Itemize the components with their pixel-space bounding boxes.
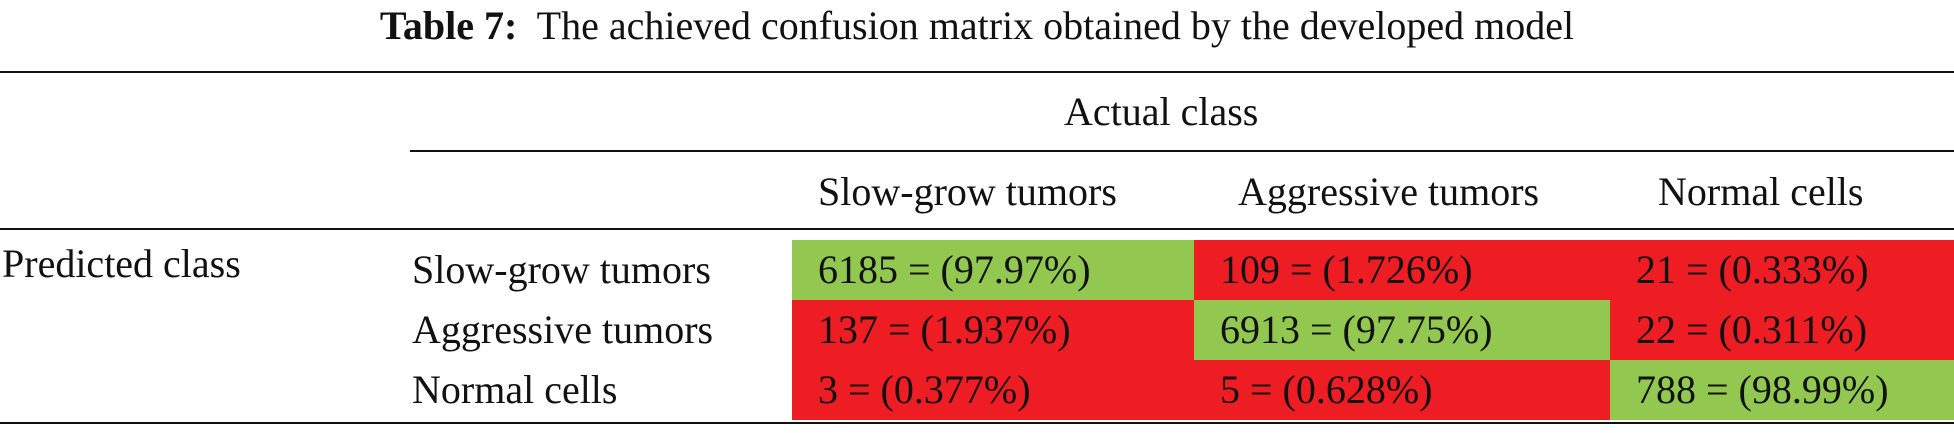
table-cell: 5 = (0.628%): [1194, 360, 1610, 420]
table-cell: 6185 = (97.97%): [792, 240, 1194, 300]
column-header-normal: Normal cells: [1658, 169, 1864, 214]
actual-class-header: Actual class: [1064, 89, 1259, 134]
caption-text: The achieved confusion matrix obtained b…: [536, 3, 1575, 48]
table-caption: Table 7: The achieved confusion matrix o…: [0, 2, 1954, 50]
table-cell: 788 = (98.99%): [1610, 360, 1954, 420]
caption-label: Table 7:: [379, 3, 518, 48]
table-cell: 21 = (0.333%): [1610, 240, 1954, 300]
table-cell: 6913 = (97.75%): [1194, 300, 1610, 360]
table-cell: 137 = (1.937%): [792, 300, 1194, 360]
header-rule: [0, 228, 1954, 230]
actual-class-rule: [410, 150, 1954, 152]
row-label-slow-grow: Slow-grow tumors: [412, 247, 711, 292]
predicted-class-header: Predicted class: [2, 241, 241, 286]
column-header-aggressive: Aggressive tumors: [1238, 169, 1540, 214]
table-cell: 109 = (1.726%): [1194, 240, 1610, 300]
column-header-slow-grow: Slow-grow tumors: [818, 169, 1117, 214]
table-cell: 3 = (0.377%): [792, 360, 1194, 420]
top-rule: [0, 71, 1954, 73]
row-label-normal: Normal cells: [412, 367, 618, 412]
bottom-rule: [0, 422, 1954, 424]
row-label-aggressive: Aggressive tumors: [412, 307, 714, 352]
table-cell: 22 = (0.311%): [1610, 300, 1954, 360]
